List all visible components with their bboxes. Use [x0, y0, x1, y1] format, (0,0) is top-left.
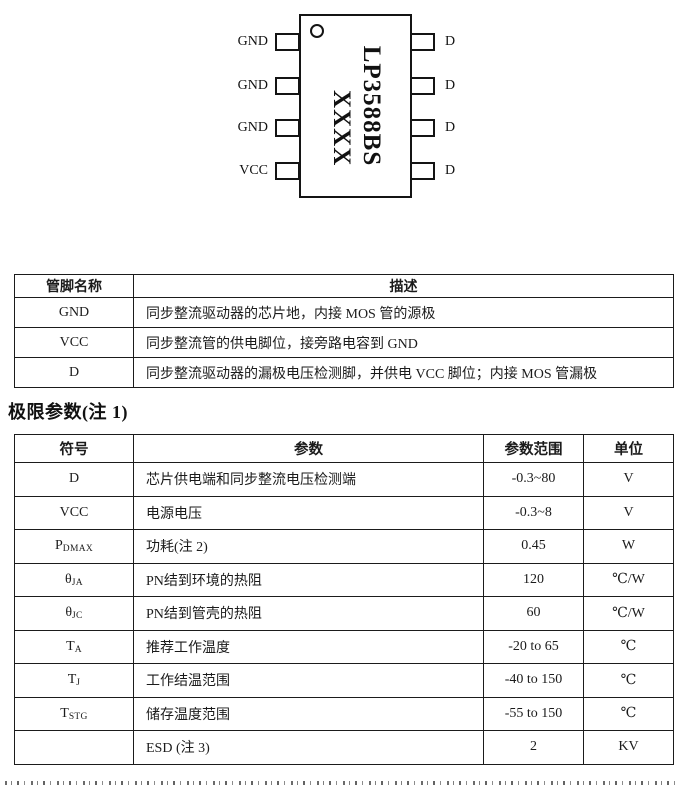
param-cell: 工作结温范围 — [133, 663, 484, 698]
pin-desc-cell: 同步整流管的供电脚位，接旁路电容到 GND — [133, 327, 674, 358]
pin-lead — [410, 119, 435, 137]
limits-row-theta-ja: θJA PN结到环境的热阻 120 ℃/W — [14, 562, 674, 597]
pin-table-header-name: 管脚名称 — [14, 274, 134, 298]
clipped-text-line — [5, 781, 681, 785]
pin-label-d-3: D — [445, 120, 456, 135]
symbol-cell: PDMAX — [14, 529, 134, 564]
limits-row-esd: ESD (注 3) 2 KV — [14, 730, 674, 765]
limits-header-symbol: 符号 — [14, 434, 134, 463]
pin-table-row-vcc: VCC 同步整流管的供电脚位，接旁路电容到 GND — [14, 327, 674, 358]
chip-marking-lot-code: XXXX — [327, 90, 355, 167]
param-cell: 功耗(注 2) — [133, 529, 484, 564]
pin-label-gnd-1: GND — [237, 34, 268, 49]
range-cell: -20 to 65 — [483, 629, 584, 664]
unit-cell: ℃/W — [583, 596, 674, 631]
param-cell: 芯片供电端和同步整流电压检测端 — [133, 462, 484, 497]
symbol-cell: θJC — [14, 596, 134, 631]
param-cell: 储存温度范围 — [133, 696, 484, 731]
symbol-cell — [14, 730, 134, 765]
symbol-cell: TA — [14, 629, 134, 664]
range-cell: -40 to 150 — [483, 663, 584, 698]
absolute-maximum-ratings-table: 符号 参数 参数范围 单位 D 芯片供电端和同步整流电压检测端 -0.3~80 … — [14, 434, 674, 765]
pin-desc-cell: 同步整流驱动器的芯片地，内接 MOS 管的源极 — [133, 297, 674, 328]
limits-row-theta-jc: θJC PN结到管壳的热阻 60 ℃/W — [14, 596, 674, 631]
symbol-cell: VCC — [14, 495, 134, 530]
param-cell: PN结到环境的热阻 — [133, 562, 484, 597]
chip-marking: LP3588BS XXXX — [326, 46, 386, 167]
limits-section-heading: 极限参数(注 1) — [8, 402, 128, 422]
symbol-cell: D — [14, 462, 134, 497]
range-cell: -0.3~80 — [483, 462, 584, 497]
pin-lead — [275, 33, 300, 51]
pin-lead — [410, 77, 435, 95]
pin-label-d-1: D — [445, 34, 456, 49]
param-cell: 推荐工作温度 — [133, 629, 484, 664]
pin-desc-cell: 同步整流驱动器的漏极电压检测脚，并供电 VCC 脚位；内接 MOS 管漏极 — [133, 357, 674, 388]
pin-lead — [410, 162, 435, 180]
pin-table-row-gnd: GND 同步整流驱动器的芯片地，内接 MOS 管的源极 — [14, 297, 674, 328]
range-cell: 60 — [483, 596, 584, 631]
pin-name-cell: GND — [14, 297, 134, 328]
param-cell: PN结到管壳的热阻 — [133, 596, 484, 631]
chip-body: LP3588BS XXXX — [299, 14, 412, 198]
pin-table-row-d: D 同步整流驱动器的漏极电压检测脚，并供电 VCC 脚位；内接 MOS 管漏极 — [14, 357, 674, 388]
limits-row-tstg: TSTG 储存温度范围 -55 to 150 ℃ — [14, 696, 674, 731]
range-cell: 120 — [483, 562, 584, 597]
limits-header-param: 参数 — [133, 434, 484, 463]
unit-cell: ℃ — [583, 629, 674, 664]
unit-cell: ℃ — [583, 696, 674, 731]
unit-cell: V — [583, 495, 674, 530]
pin-table-header-desc: 描述 — [133, 274, 674, 298]
pin-name-cell: D — [14, 357, 134, 388]
pin-lead — [410, 33, 435, 51]
unit-cell: W — [583, 529, 674, 564]
pin-table-header-row: 管脚名称 描述 — [14, 274, 674, 298]
pin-lead — [275, 119, 300, 137]
pin-label-gnd-2: GND — [237, 78, 268, 93]
limits-header-unit: 单位 — [583, 434, 674, 463]
param-cell: ESD (注 3) — [133, 730, 484, 765]
limits-row-pdmax: PDMAX 功耗(注 2) 0.45 W — [14, 529, 674, 564]
pin-lead — [275, 77, 300, 95]
pin-label-d-2: D — [445, 78, 456, 93]
pin-label-d-4: D — [445, 163, 456, 178]
limits-header-range: 参数范围 — [483, 434, 584, 463]
pin1-orientation-dot — [310, 24, 324, 38]
pin-name-cell: VCC — [14, 327, 134, 358]
range-cell: 0.45 — [483, 529, 584, 564]
unit-cell: V — [583, 462, 674, 497]
limits-row-ta: TA 推荐工作温度 -20 to 65 ℃ — [14, 629, 674, 664]
symbol-cell: θJA — [14, 562, 134, 597]
symbol-cell: TSTG — [14, 696, 134, 731]
symbol-cell: TJ — [14, 663, 134, 698]
limits-row-d: D 芯片供电端和同步整流电压检测端 -0.3~80 V — [14, 462, 674, 497]
pin-description-table: 管脚名称 描述 GND 同步整流驱动器的芯片地，内接 MOS 管的源极 VCC … — [14, 274, 674, 388]
limits-row-vcc: VCC 电源电压 -0.3~8 V — [14, 495, 674, 530]
limits-header-row: 符号 参数 参数范围 单位 — [14, 434, 674, 463]
param-cell: 电源电压 — [133, 495, 484, 530]
limits-row-tj: TJ 工作结温范围 -40 to 150 ℃ — [14, 663, 674, 698]
pin-label-gnd-3: GND — [237, 120, 268, 135]
range-cell: -0.3~8 — [483, 495, 584, 530]
unit-cell: KV — [583, 730, 674, 765]
range-cell: 2 — [483, 730, 584, 765]
pin-label-vcc: VCC — [239, 163, 268, 178]
unit-cell: ℃/W — [583, 562, 674, 597]
pin-lead — [275, 162, 300, 180]
chip-marking-part-number: LP3588BS — [357, 45, 385, 167]
range-cell: -55 to 150 — [483, 696, 584, 731]
unit-cell: ℃ — [583, 663, 674, 698]
